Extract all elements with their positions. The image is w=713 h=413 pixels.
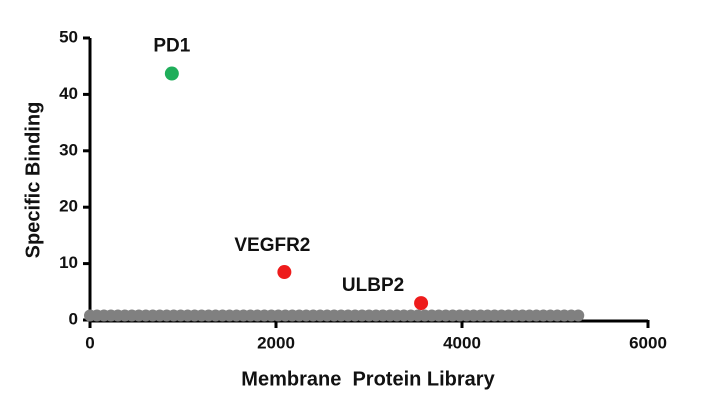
- x-tick-label: 2000: [257, 333, 295, 352]
- y-tick-label: 10: [59, 253, 78, 272]
- x-axis-label: Membrane Protein Library: [241, 368, 495, 390]
- point-label: PD1: [153, 36, 190, 57]
- y-tick-label: 50: [59, 27, 78, 46]
- data-point: [164, 66, 179, 81]
- point-label: ULBP2: [342, 275, 404, 296]
- x-tick-label: 0: [85, 333, 94, 352]
- y-tick-label: 20: [59, 197, 78, 216]
- x-tick-label: 6000: [629, 333, 667, 352]
- data-point: [277, 265, 292, 280]
- y-tick-label: 30: [59, 140, 78, 159]
- y-tick-label: 0: [69, 309, 78, 328]
- point-label: VEGFR2: [234, 235, 310, 256]
- x-tick-label: 4000: [443, 333, 481, 352]
- library-point: [572, 309, 585, 322]
- data-point: [414, 296, 429, 311]
- y-axis-label: Specific Binding: [22, 102, 44, 259]
- y-tick-label: 40: [59, 84, 78, 103]
